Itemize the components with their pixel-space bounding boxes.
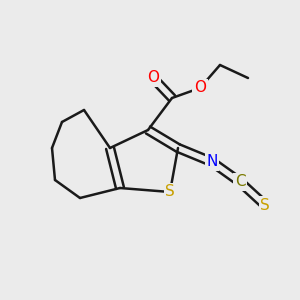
Text: S: S xyxy=(260,197,270,212)
Text: N: N xyxy=(206,154,218,169)
Text: O: O xyxy=(147,70,159,86)
Text: O: O xyxy=(194,80,206,95)
Text: C: C xyxy=(235,175,245,190)
Text: S: S xyxy=(165,184,175,200)
